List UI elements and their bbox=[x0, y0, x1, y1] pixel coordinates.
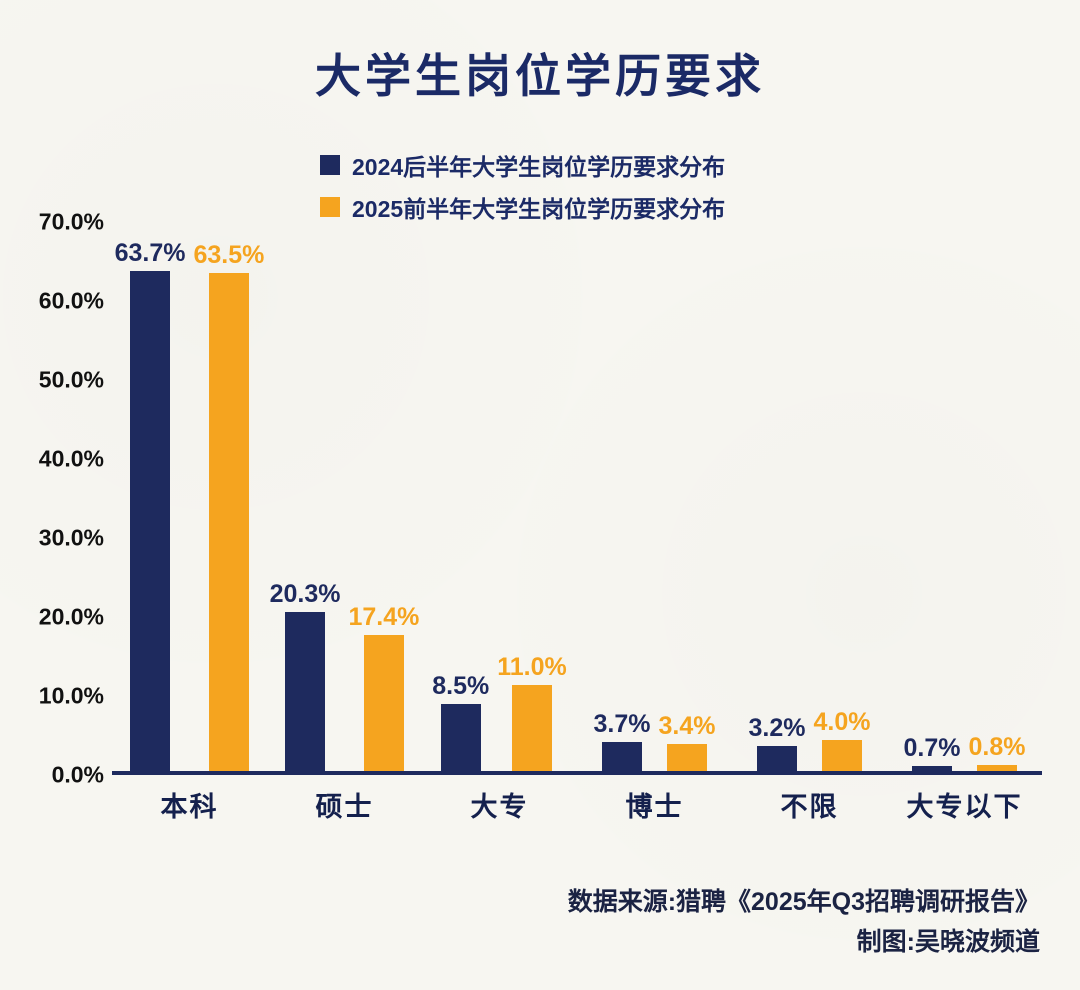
bar-group: 8.5% 11.0% 大专 bbox=[422, 222, 577, 822]
x-axis-category-label: 博士 bbox=[625, 792, 684, 822]
bar-with-label: 3.4% bbox=[658, 222, 716, 771]
bar-group: 20.3% 17.4% 硕士 bbox=[267, 222, 422, 822]
bar bbox=[976, 764, 1017, 771]
bar-with-label: 8.5% bbox=[432, 222, 489, 771]
y-axis-tick-label: 60.0% bbox=[38, 287, 104, 314]
y-axis-tick-label: 70.0% bbox=[38, 208, 104, 235]
bar-value-label: 17.4% bbox=[348, 602, 420, 631]
bar-value-label: 0.8% bbox=[968, 732, 1026, 761]
legend-swatch bbox=[320, 155, 340, 175]
y-axis-tick-label: 40.0% bbox=[38, 445, 104, 472]
bar-group: 0.7% 0.8% 大专以下 bbox=[887, 222, 1042, 822]
chart-legend: 2024后半年大学生岗位学历要求分布 2025前半年大学生岗位学历要求分布 bbox=[0, 148, 1080, 224]
bar-with-label: 0.7% bbox=[904, 222, 961, 771]
chart-plot-area: 63.7% 63.5% 本科 20.3% 17.4% 硕士 8.5% 11.0% 大专 3.7% 3… bbox=[112, 222, 1042, 822]
bar-with-label: 3.2% bbox=[749, 222, 806, 771]
bar-value-label: 3.4% bbox=[658, 712, 716, 741]
y-axis-tick-label: 10.0% bbox=[38, 682, 104, 709]
y-axis-tick-label: 0.0% bbox=[51, 761, 104, 788]
bar bbox=[757, 745, 797, 771]
bar bbox=[821, 739, 862, 771]
legend-item: 2025前半年大学生岗位学历要求分布 bbox=[320, 190, 760, 224]
credit-text: 制图:吴晓波频道 bbox=[856, 928, 1040, 956]
bar bbox=[130, 271, 171, 771]
legend-swatch bbox=[320, 197, 340, 217]
bar-with-label: 4.0% bbox=[813, 222, 871, 771]
bar-with-label: 20.3% bbox=[270, 222, 341, 771]
bar-value-label: 63.7% bbox=[114, 239, 186, 268]
bar bbox=[285, 611, 326, 771]
x-axis-category-label: 不限 bbox=[780, 792, 839, 822]
bar bbox=[912, 765, 952, 771]
bar bbox=[440, 704, 481, 771]
bar-value-label: 8.5% bbox=[432, 672, 490, 701]
bar-value-label: 3.2% bbox=[748, 713, 806, 742]
data-source-text: 数据来源:猎聘《2025年Q3招聘调研报告》 bbox=[567, 888, 1040, 916]
y-axis-tick-label: 20.0% bbox=[38, 603, 104, 630]
x-axis-category-label: 大专 bbox=[470, 792, 529, 822]
legend-item: 2024后半年大学生岗位学历要求分布 bbox=[320, 148, 760, 182]
legend-item-label: 2024后半年大学生岗位学历要求分布 bbox=[352, 154, 726, 180]
bar bbox=[511, 684, 552, 771]
bar-with-label: 3.7% bbox=[594, 222, 651, 771]
bar-with-label: 63.7% bbox=[115, 222, 186, 771]
bar bbox=[602, 741, 642, 771]
bar bbox=[363, 634, 404, 771]
x-axis-category-label: 硕士 bbox=[315, 792, 374, 822]
bar-with-label: 63.5% bbox=[193, 222, 265, 771]
bar-with-label: 17.4% bbox=[348, 222, 420, 771]
y-axis-tick-label: 50.0% bbox=[38, 366, 104, 393]
y-axis: 70.0% 60.0% 50.0% 40.0% 30.0% 20.0% 10.0% 0.0% bbox=[0, 209, 104, 788]
bar-group: 3.7% 3.4% 博士 bbox=[577, 222, 732, 822]
bar-value-label: 3.7% bbox=[593, 709, 651, 738]
bar-with-label: 0.8% bbox=[968, 222, 1026, 771]
x-axis-category-label: 大专以下 bbox=[906, 792, 1023, 822]
bar-group: 3.2% 4.0% 不限 bbox=[732, 222, 887, 822]
bar-value-label: 20.3% bbox=[269, 579, 341, 608]
bar-with-label: 11.0% bbox=[497, 222, 567, 771]
bar-value-label: 0.7% bbox=[903, 733, 961, 762]
chart-footer: 数据来源:猎聘《2025年Q3招聘调研报告》 制图:吴晓波频道 bbox=[568, 882, 1040, 962]
x-axis-category-label: 本科 bbox=[160, 792, 219, 822]
bar-value-label: 63.5% bbox=[193, 240, 265, 269]
y-axis-tick-label: 30.0% bbox=[38, 524, 104, 551]
bar bbox=[208, 272, 249, 771]
bar-value-label: 4.0% bbox=[813, 707, 871, 736]
legend-item-label: 2025前半年大学生岗位学历要求分布 bbox=[352, 196, 726, 222]
bar-group: 63.7% 63.5% 本科 bbox=[112, 222, 267, 822]
chart-title: 大学生岗位学历要求 bbox=[315, 50, 765, 102]
bar bbox=[666, 744, 707, 771]
bar-value-label: 11.0% bbox=[497, 652, 567, 681]
